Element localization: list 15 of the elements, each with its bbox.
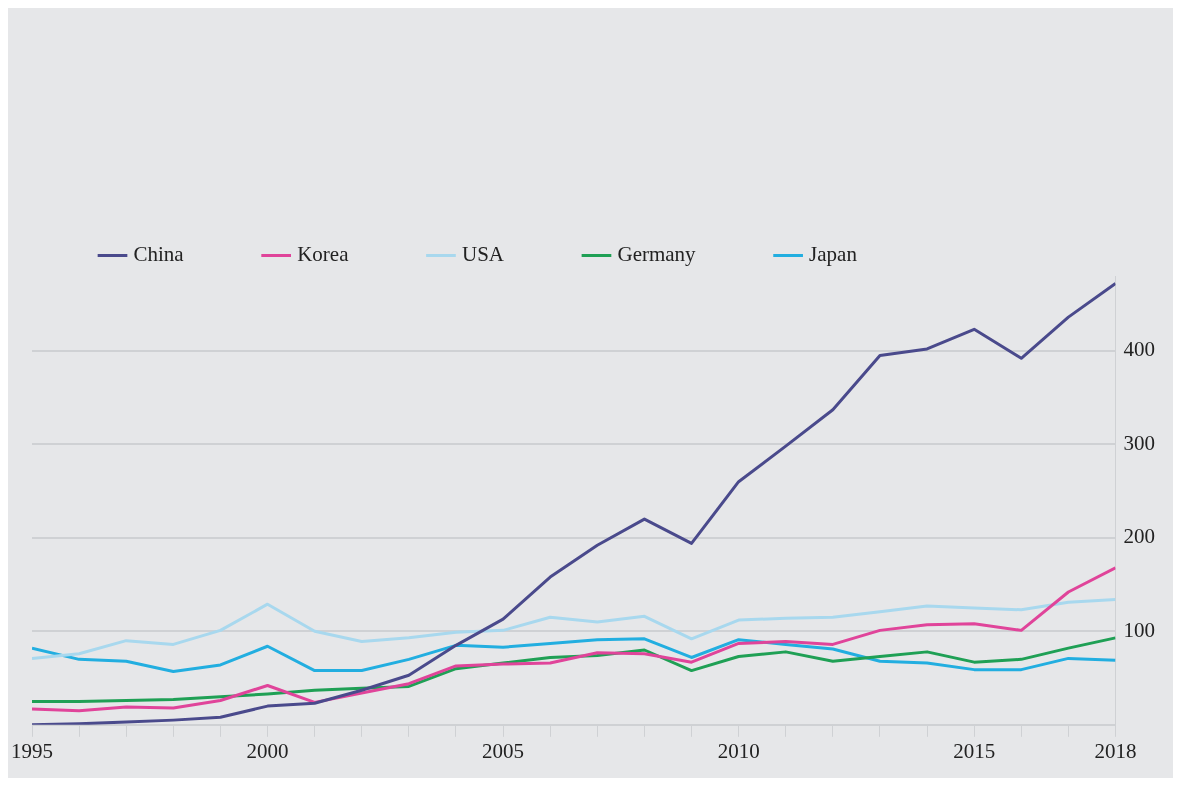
x-tick-label: 2005 (482, 738, 525, 763)
y-tick-label: 400 (1123, 337, 1155, 362)
y-tick-label: 200 (1123, 524, 1155, 549)
legend-label: Japan (809, 242, 858, 267)
legend-label: Korea (297, 242, 350, 267)
x-tick-label: 1995 (11, 738, 53, 763)
x-tick-label: 2015 (953, 738, 996, 763)
legend-label: Germany (617, 242, 697, 267)
x-tick-label: 2018 (1094, 738, 1137, 763)
x-tick-label: 2010 (717, 738, 760, 763)
y-tick-label: 300 (1123, 430, 1155, 455)
x-tick-label: 2000 (246, 738, 289, 763)
legend-label: USA (461, 242, 505, 267)
legend-label: China (133, 242, 185, 267)
y-tick-label: 100 (1123, 617, 1155, 642)
